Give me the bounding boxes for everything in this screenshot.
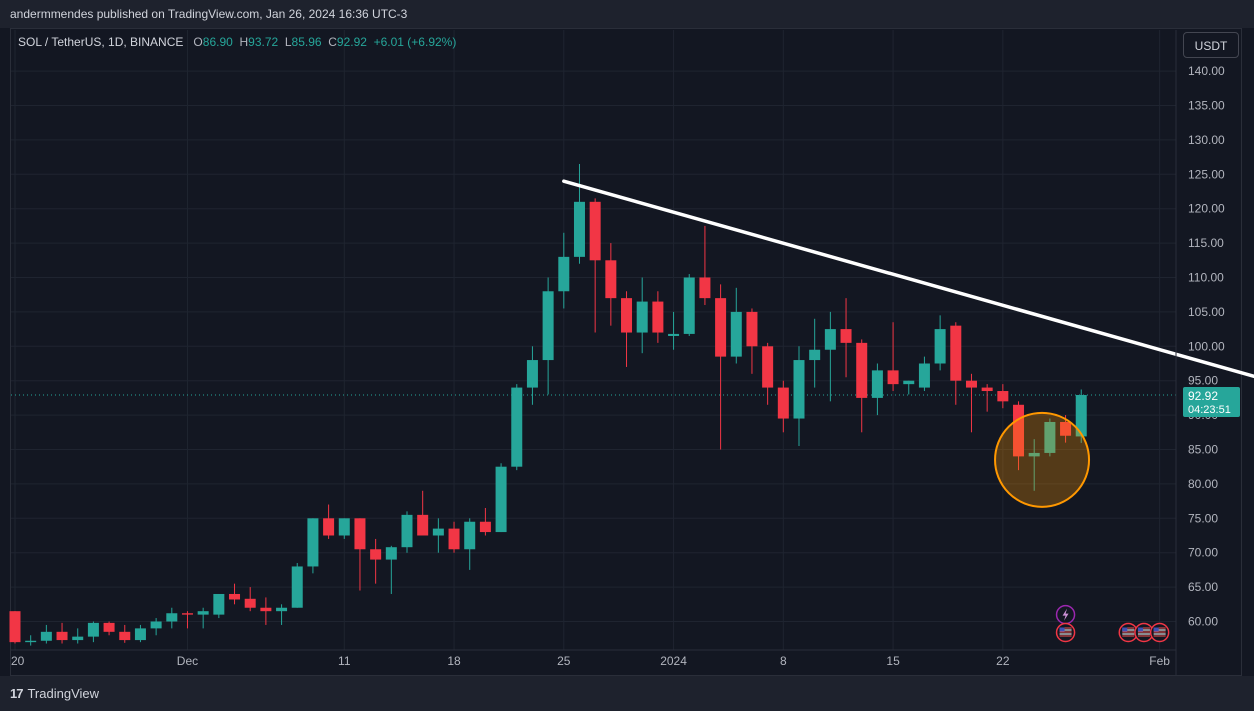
symbol-legend[interactable]: SOL / TetherUS, 1D, BINANCE O86.90 H93.7… <box>18 35 456 49</box>
open-key: O <box>193 35 203 49</box>
high-value: 93.72 <box>248 35 279 49</box>
tradingview-logo[interactable]: 17 TradingView <box>10 686 99 701</box>
tradingview-logo-icon: 17 <box>10 686 24 701</box>
open-value: 86.90 <box>202 35 233 49</box>
high-key: H <box>239 35 249 49</box>
low-key: L <box>284 35 292 49</box>
close-value: 92.92 <box>336 35 367 49</box>
publisher-bar: andermmendes published on TradingView.co… <box>0 0 1254 28</box>
currency-unit-button[interactable]: USDT <box>1183 32 1239 58</box>
low-value: 85.96 <box>291 35 322 49</box>
tradingview-brand: TradingView <box>27 686 100 701</box>
footer-bar: 17 TradingView <box>0 676 1254 711</box>
change-value: +6.01 (+6.92%) <box>373 35 457 49</box>
publisher-line: andermmendes published on TradingView.co… <box>10 7 408 21</box>
symbol-name[interactable]: SOL / TetherUS, 1D, BINANCE <box>18 35 184 49</box>
chart-frame[interactable] <box>10 28 1242 676</box>
close-key: C <box>328 35 337 49</box>
